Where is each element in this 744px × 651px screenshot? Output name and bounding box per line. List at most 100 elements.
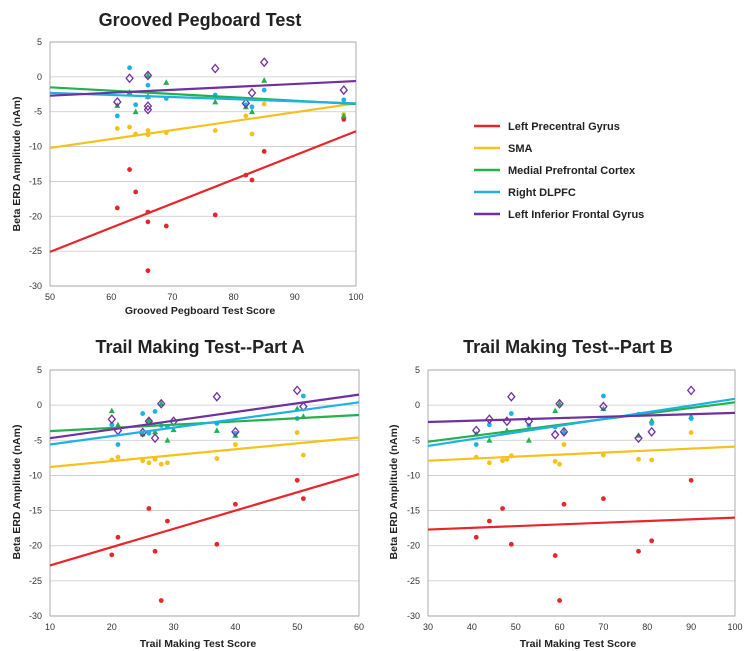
data-point (214, 541, 220, 547)
data-point (300, 452, 306, 458)
data-point (599, 401, 608, 412)
data-point (145, 219, 151, 225)
x-axis-label: Trail Making Test Score (520, 638, 637, 650)
trend-line (49, 91, 357, 105)
trend-line (49, 472, 360, 567)
data-point (146, 506, 152, 511)
data-point (249, 131, 255, 137)
data-point (114, 205, 120, 211)
data-point (158, 400, 165, 407)
data-point (261, 77, 268, 83)
data-point (145, 417, 152, 424)
data-point (550, 429, 560, 440)
legend: Left Precentral Gyrus SMA Medial Prefronta… (474, 121, 644, 221)
y-tick-label: -20 (407, 541, 420, 551)
trend-line (49, 130, 357, 253)
data-point (156, 398, 166, 409)
series-sma (109, 430, 306, 467)
data-point (158, 598, 164, 603)
data-point (636, 548, 641, 554)
data-point (133, 189, 139, 195)
data-point (107, 414, 117, 425)
data-point (233, 501, 238, 507)
data-point (561, 501, 567, 507)
x-tick-label: 50 (292, 622, 302, 632)
data-point (486, 437, 493, 443)
data-point (145, 128, 151, 133)
trend-line (427, 397, 736, 447)
data-point (115, 442, 121, 447)
data-point (525, 437, 532, 443)
series-sma (473, 430, 694, 467)
x-tick-label: 60 (106, 292, 116, 302)
data-point (125, 73, 134, 84)
data-point (170, 426, 177, 433)
trend-line (427, 516, 736, 531)
data-point (292, 385, 302, 396)
data-point (649, 538, 655, 544)
data-point (340, 112, 347, 119)
data-point (552, 458, 558, 464)
data-point (294, 430, 300, 435)
data-point (557, 598, 562, 603)
x-tick-label: 70 (167, 292, 177, 302)
y-tick-label: -5 (34, 435, 42, 445)
data-point (143, 70, 153, 81)
data-point (241, 98, 251, 109)
data-point (231, 426, 240, 437)
data-point (339, 85, 349, 96)
data-point (601, 452, 606, 458)
data-point (261, 149, 267, 154)
data-point (143, 104, 153, 115)
legend-label: Left Precentral Gyrus (508, 121, 620, 133)
data-point (259, 57, 269, 68)
data-point (487, 460, 492, 466)
x-tick-label: 30 (169, 622, 179, 632)
y-tick-label: -25 (29, 576, 42, 586)
data-point (145, 82, 151, 88)
data-point (487, 422, 492, 428)
x-tick-label: 60 (354, 622, 364, 632)
data-point (150, 433, 160, 444)
data-point (500, 458, 505, 464)
legend-item: Medial Prefrontal Cortex (474, 165, 636, 177)
data-point (152, 548, 158, 554)
gridlines (50, 41, 356, 287)
legend-item: Left Inferior Frontal Gyrus (474, 209, 644, 221)
y-tick-label: -15 (29, 176, 42, 186)
y-tick-label: -30 (29, 611, 42, 621)
x-tick-label: 60 (555, 622, 565, 632)
legend-item: Left Precentral Gyrus (474, 121, 620, 133)
chart-title: Trail Making Test--Part B (463, 337, 673, 357)
legend-label: SMA (508, 143, 533, 155)
gridlines (50, 369, 359, 617)
data-point (247, 87, 257, 98)
data-point (133, 102, 139, 108)
x-tick-label: 40 (467, 622, 477, 632)
y-tick-label: -30 (29, 281, 42, 291)
data-point (636, 456, 641, 462)
x-tick-label: 50 (45, 292, 55, 302)
x-tick-label: 10 (45, 622, 55, 632)
y-tick-label: 0 (37, 400, 42, 410)
data-point (163, 223, 169, 229)
legend-label: Left Inferior Frontal Gyrus (508, 209, 644, 221)
data-point (249, 104, 255, 110)
data-point (688, 416, 694, 421)
x-tick-label: 80 (229, 292, 239, 302)
y-tick-label: -20 (29, 541, 42, 551)
trend-line (427, 445, 736, 462)
data-point (143, 101, 153, 112)
x-tick-label: 20 (107, 622, 117, 632)
y-tick-label: -5 (34, 107, 42, 117)
data-point (114, 421, 121, 428)
data-point (140, 411, 146, 416)
y-tick-label: -15 (407, 506, 420, 516)
plot-frame (49, 369, 360, 617)
data-point (261, 87, 267, 93)
data-point (145, 268, 151, 274)
data-point (243, 113, 249, 119)
y-tick-label: 5 (37, 365, 42, 375)
data-point (165, 460, 170, 466)
